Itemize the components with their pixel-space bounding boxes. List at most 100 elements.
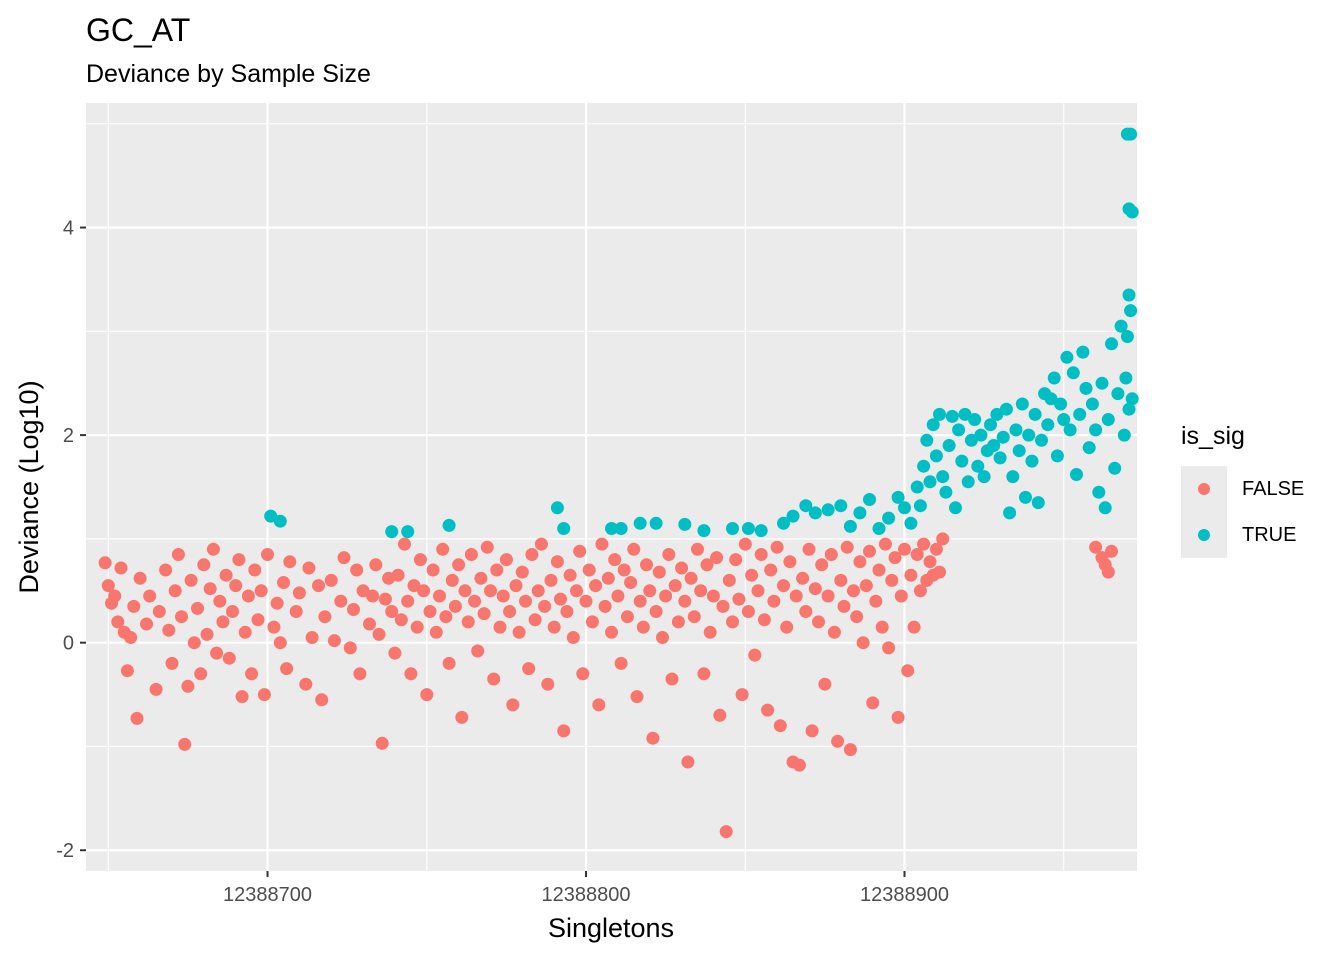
data-point-false bbox=[353, 667, 367, 681]
data-point-false bbox=[410, 620, 424, 634]
data-point-false bbox=[576, 667, 590, 681]
x-tick-label: 12388700 bbox=[223, 884, 312, 906]
data-point-false bbox=[391, 568, 405, 582]
data-point-true bbox=[614, 522, 628, 535]
data-point-true bbox=[952, 423, 966, 437]
data-point-false bbox=[458, 584, 472, 598]
data-point-true bbox=[821, 503, 835, 517]
data-point-true bbox=[936, 470, 950, 484]
data-point-false bbox=[445, 573, 459, 587]
data-point-false bbox=[127, 599, 141, 613]
data-point-false bbox=[184, 573, 198, 587]
data-point-false bbox=[582, 563, 596, 577]
data-point-false bbox=[229, 579, 243, 593]
data-point-false bbox=[656, 631, 669, 644]
major-grid bbox=[86, 103, 1137, 871]
data-point-false bbox=[171, 548, 185, 561]
data-point-true bbox=[974, 428, 988, 442]
data-point-true bbox=[1012, 444, 1026, 458]
data-point-false bbox=[474, 571, 488, 585]
data-point-false bbox=[764, 563, 778, 577]
data-point-true bbox=[910, 480, 924, 494]
data-point-true bbox=[863, 493, 876, 506]
data-point-true bbox=[913, 499, 927, 513]
data-point-false bbox=[608, 553, 622, 567]
data-point-false bbox=[802, 542, 816, 556]
data-point-true bbox=[649, 516, 663, 530]
data-point-false bbox=[200, 627, 214, 641]
data-point-false bbox=[477, 607, 491, 621]
data-point-true bbox=[1111, 387, 1125, 401]
data-point-false bbox=[267, 620, 281, 634]
data-point-false bbox=[735, 688, 749, 702]
data-point-false bbox=[757, 613, 771, 627]
y-axis-label: Deviance (Log10) bbox=[14, 380, 44, 593]
data-point-true bbox=[741, 522, 755, 535]
data-point-true bbox=[1092, 485, 1106, 499]
data-point-false bbox=[878, 537, 892, 551]
data-point-false bbox=[866, 696, 880, 710]
data-point-false bbox=[767, 594, 781, 608]
data-point-false bbox=[821, 589, 835, 603]
data-point-false bbox=[796, 571, 810, 585]
data-point-false bbox=[652, 565, 666, 579]
data-point-false bbox=[1089, 540, 1103, 554]
data-point-true bbox=[1098, 501, 1112, 515]
data-point-true bbox=[977, 470, 991, 484]
data-point-false bbox=[636, 620, 650, 634]
data-point-true bbox=[1073, 407, 1087, 421]
data-point-false bbox=[388, 646, 402, 660]
data-point-false bbox=[818, 677, 832, 691]
data-point-false bbox=[423, 605, 437, 618]
data-point-false bbox=[617, 563, 631, 577]
legend-key-false bbox=[1181, 466, 1227, 512]
data-point-true bbox=[996, 430, 1010, 444]
data-point-false bbox=[770, 540, 784, 554]
data-point-false bbox=[499, 553, 513, 567]
data-point-false bbox=[512, 625, 526, 639]
data-point-false bbox=[538, 599, 552, 613]
data-point-false bbox=[235, 690, 249, 704]
data-point-false bbox=[719, 825, 733, 839]
legend-title: is_sig bbox=[1181, 422, 1245, 450]
data-point-false bbox=[566, 631, 580, 644]
data-point-false bbox=[159, 563, 173, 577]
data-point-false bbox=[738, 537, 752, 551]
data-point-false bbox=[219, 568, 233, 582]
data-point-false bbox=[130, 711, 144, 725]
data-point-false bbox=[203, 582, 217, 596]
data-point-false bbox=[936, 532, 950, 546]
data-point-true bbox=[1125, 392, 1139, 406]
data-point-true bbox=[958, 407, 972, 421]
data-point-false bbox=[181, 679, 195, 693]
data-point-true bbox=[1117, 428, 1131, 442]
data-point-false bbox=[213, 594, 227, 608]
data-point-true bbox=[808, 506, 822, 520]
data-point-false bbox=[815, 558, 829, 572]
data-point-false bbox=[206, 542, 220, 556]
data-point-false bbox=[1105, 544, 1118, 558]
data-point-false bbox=[487, 672, 501, 686]
data-point-false bbox=[168, 584, 182, 598]
data-point-true bbox=[964, 433, 978, 447]
data-point-false bbox=[850, 610, 864, 624]
data-point-true bbox=[1066, 366, 1080, 380]
data-point-false bbox=[528, 613, 542, 627]
data-point-false bbox=[515, 565, 529, 579]
data-point-false bbox=[292, 586, 306, 600]
data-point-false bbox=[442, 656, 456, 670]
data-point-false bbox=[777, 579, 790, 593]
data-point-false bbox=[480, 540, 494, 554]
legend-label-false: FALSE bbox=[1242, 478, 1305, 500]
data-point-false bbox=[783, 555, 797, 569]
data-point-false bbox=[773, 719, 787, 733]
data-point-false bbox=[741, 605, 755, 618]
data-point-false bbox=[375, 736, 389, 750]
data-point-false bbox=[464, 548, 478, 561]
data-point-false bbox=[417, 584, 431, 598]
data-point-true bbox=[999, 402, 1013, 416]
data-point-true bbox=[929, 449, 943, 463]
legend-dot-true bbox=[1198, 529, 1210, 541]
data-point-false bbox=[101, 579, 115, 593]
data-point-true bbox=[1009, 423, 1023, 437]
